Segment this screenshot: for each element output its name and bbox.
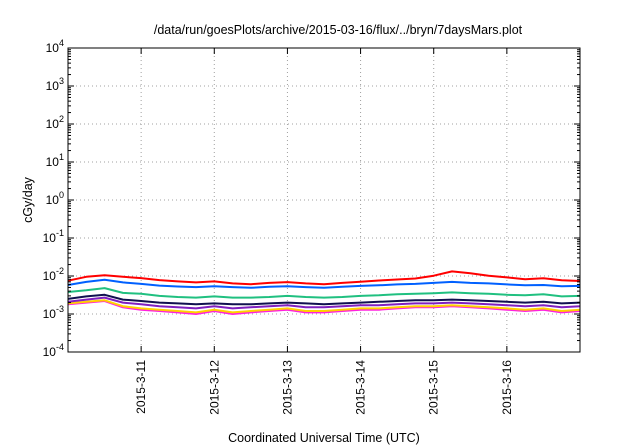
x-axis: 2015-3-11 2015-3-12 2015-3-13 2015-3-14 2015… [134, 48, 514, 415]
y-tick-base: 10 [46, 155, 60, 169]
y-tick-base: 10 [46, 117, 60, 131]
y-tick-label: 10-4 [43, 342, 64, 359]
y-tick-exp: -3 [56, 304, 64, 314]
x-tick-label: 2015-3-12 [207, 360, 221, 415]
series-line [67, 278, 581, 289]
y-tick-base: 10 [46, 41, 60, 55]
x-axis-label: Coordinated Universal Time (UTC) [228, 431, 420, 445]
grid-lines [68, 48, 580, 352]
y-tick-exp: 0 [59, 190, 64, 200]
x-tick-label: 2015-3-15 [427, 360, 441, 415]
series-lines [67, 270, 581, 315]
y-tick-label: 103 [46, 76, 64, 93]
y-tick-label: 101 [46, 152, 64, 169]
x-tick-label: 2015-3-16 [500, 360, 514, 415]
y-axis-label: cGy/day [21, 176, 35, 223]
y-tick-exp: -1 [56, 228, 64, 238]
y-tick-exp: 1 [59, 152, 64, 162]
y-tick-label: 104 [46, 38, 64, 55]
y-tick-label: 10-1 [43, 228, 64, 245]
x-tick-label: 2015-3-13 [280, 360, 294, 415]
series-line [67, 287, 581, 299]
x-tick-label: 2015-3-14 [354, 360, 368, 415]
y-tick-label: 10-3 [43, 304, 64, 321]
y-tick-label: 10-2 [43, 266, 64, 283]
y-tick-exp: 3 [59, 76, 64, 86]
y-tick-base: 10 [46, 79, 60, 93]
y-tick-exp: 2 [59, 114, 64, 124]
series-line [67, 270, 581, 286]
y-tick-base: 10 [43, 345, 57, 359]
chart-title: /data/run/goesPlots/archive/2015-03-16/f… [154, 23, 523, 37]
y-tick-exp: -4 [56, 342, 64, 352]
y-tick-base: 10 [46, 193, 60, 207]
series-line [67, 293, 581, 306]
y-tick-base: 10 [43, 231, 57, 245]
series-line [67, 300, 581, 315]
series-line [67, 296, 581, 310]
y-tick-base: 10 [43, 269, 57, 283]
y-tick-base: 10 [43, 307, 57, 321]
y-tick-exp: 4 [59, 38, 64, 48]
y-tick-label: 100 [46, 190, 64, 207]
y-tick-exp: -2 [56, 266, 64, 276]
series-line [67, 299, 581, 314]
y-tick-label: 102 [46, 114, 64, 131]
x-tick-label: 2015-3-11 [134, 360, 148, 414]
